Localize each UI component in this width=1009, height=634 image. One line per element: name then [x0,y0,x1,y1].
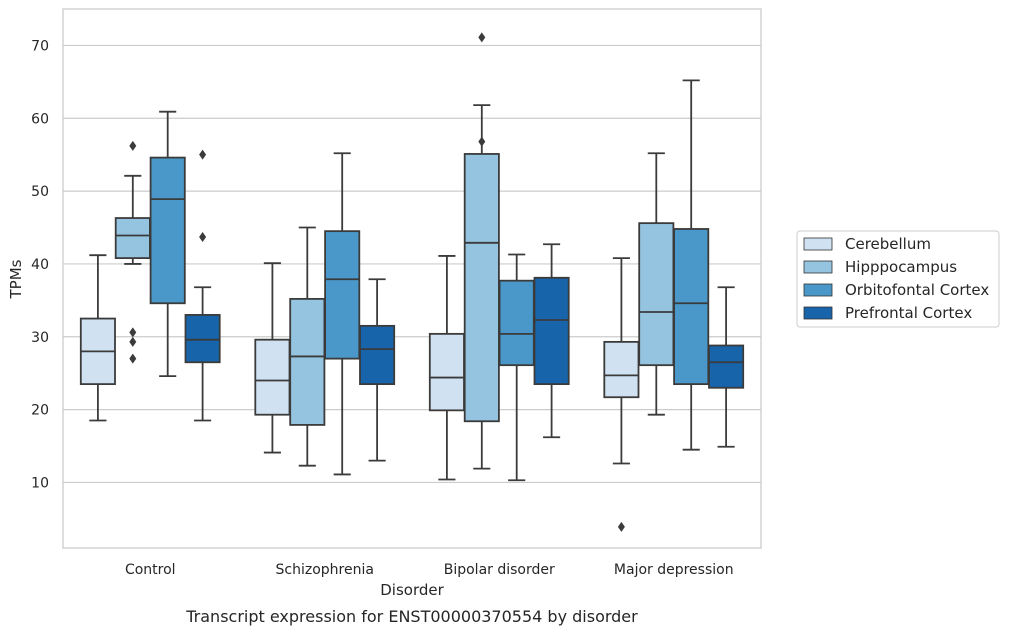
outlier-marker [199,231,207,242]
box-iqr [359,324,396,386]
y-tick-label: 40 [31,257,49,273]
legend-swatch-orbitofrontal [803,283,833,297]
outlier-marker [129,140,137,151]
box-iqr [498,279,535,367]
outlier-marker [129,353,137,364]
box-iqr [673,228,710,386]
y-axis-label: TPMs [7,259,25,299]
chart-caption: Transcript expression for ENST0000037055… [185,607,638,626]
box-iqr [149,156,186,305]
box-iqr [254,338,291,416]
y-tick-label: 70 [31,38,49,54]
y-tick-label: 30 [31,330,49,346]
plot-area-frame [62,8,762,549]
legend: Cerebellum Hipppocampus Orbitofontal Cor… [796,230,1000,328]
x-tick-label: Schizophrenia [276,562,374,578]
box-group [673,79,710,451]
outlier-marker [199,149,207,160]
box-group [708,286,745,448]
box-group [603,257,640,532]
legend-swatch-hippocampus [803,260,833,274]
box-iqr [533,276,570,386]
x-axis-label: Disorder [380,581,444,599]
box-iqr [463,153,500,423]
x-tick-label: Major depression [614,562,734,578]
outlier-marker [478,136,486,147]
legend-frame [796,230,1000,328]
legend-swatch-cerebellum [803,237,833,251]
box-group [428,255,465,481]
legend-label-hippocampus: Hipppocampus [845,258,957,276]
legend-label-orbitofrontal: Orbitofontal Cortex [845,281,989,299]
box-iqr [638,222,675,367]
y-tick-label: 50 [31,184,49,200]
box-group [324,152,361,476]
box-group [533,243,570,439]
y-tick-label: 10 [31,475,49,491]
box-group [149,110,186,378]
box-iqr [114,217,151,260]
box-group [498,253,535,482]
outlier-marker [617,521,625,532]
box-iqr [289,297,326,426]
legend-label-prefrontal: Prefrontal Cortex [845,304,972,322]
outlier-marker [129,336,137,347]
legend-swatch-prefrontal [803,306,833,320]
legend-label-cerebellum: Cerebellum [845,235,931,253]
box-group [79,254,116,422]
box-iqr [708,344,745,389]
box-group [359,278,396,462]
y-tick-label: 60 [31,111,49,127]
box-iqr [428,332,465,412]
x-tick-label: Control [125,562,176,578]
box-group [289,226,326,467]
box-iqr [603,340,640,399]
box-iqr [184,314,221,364]
y-tick-label: 20 [31,403,49,419]
box-group [114,140,151,364]
outlier-marker [478,32,486,43]
box-group [463,32,500,470]
box-iqr [324,230,361,360]
box-group [254,262,291,454]
x-tick-label: Bipolar disorder [444,562,555,578]
x-axis-ticks: Control Schizophrenia Bipolar disorder Majo… [125,562,734,578]
y-axis-ticks: 10 20 30 40 50 60 70 [31,38,49,491]
box-plot-series [79,32,745,532]
outlier-marker [129,327,137,338]
box-group [184,149,221,422]
box-group [638,152,675,416]
